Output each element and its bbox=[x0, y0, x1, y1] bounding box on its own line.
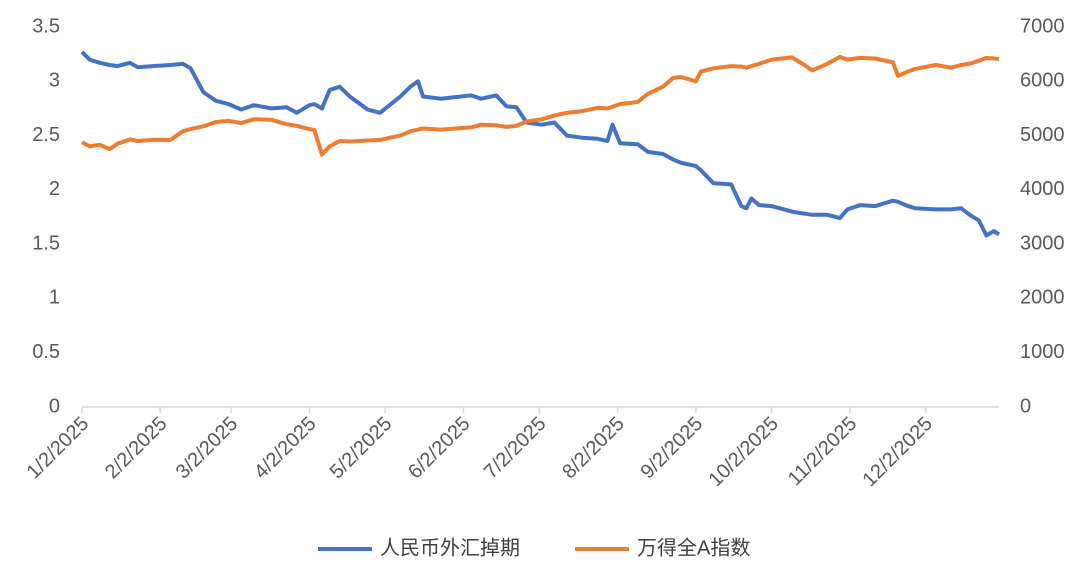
y-tick-label: 1 bbox=[49, 287, 60, 309]
y2-tick-label: 6000 bbox=[1020, 70, 1065, 92]
series-line bbox=[80, 50, 1001, 238]
x-tick-label: 7/2/2025 bbox=[480, 413, 551, 484]
x-tick-label: 9/2/2025 bbox=[637, 413, 708, 484]
y-tick-label: 1.5 bbox=[32, 232, 60, 254]
x-tick-label: 11/2/2025 bbox=[784, 413, 861, 490]
x-tick-label: 4/2/2025 bbox=[250, 413, 321, 484]
y-tick-label: 0.5 bbox=[32, 341, 60, 363]
y-tick-label: 3.5 bbox=[32, 15, 60, 37]
y2-tick-label: 2000 bbox=[1020, 287, 1065, 309]
y2-tick-label: 1000 bbox=[1020, 341, 1065, 363]
x-tick-label: 5/2/2025 bbox=[326, 413, 397, 484]
legend-label: 万得全A指数 bbox=[637, 536, 750, 559]
x-tick-label: 8/2/2025 bbox=[558, 413, 629, 484]
legend: 人民币外汇掉期 万得全A指数 bbox=[318, 536, 750, 559]
x-tick-label: 3/2/2025 bbox=[172, 413, 243, 484]
y2-tick-label: 5000 bbox=[1020, 124, 1065, 146]
x-tick-label: 10/2/2025 bbox=[704, 413, 782, 491]
x-tick-label: 12/2/2025 bbox=[859, 413, 937, 491]
y-tick-label: 2 bbox=[49, 178, 60, 200]
x-tick-label: 2/2/2025 bbox=[101, 413, 172, 484]
y-tick-label: 0 bbox=[49, 395, 60, 417]
x-tick-label: 1/2/2025 bbox=[23, 413, 94, 484]
y2-tick-label: 7000 bbox=[1020, 15, 1065, 37]
series-line bbox=[81, 54, 1000, 157]
y2-tick-label: 3000 bbox=[1020, 232, 1065, 254]
legend-label: 人民币外汇掉期 bbox=[380, 536, 520, 559]
y-tick-label: 3 bbox=[49, 70, 60, 92]
x-tick-label: 6/2/2025 bbox=[404, 413, 475, 484]
y2-tick-label: 4000 bbox=[1020, 178, 1065, 200]
y-tick-label: 2.5 bbox=[32, 124, 60, 146]
y2-tick-label: 0 bbox=[1020, 395, 1031, 417]
